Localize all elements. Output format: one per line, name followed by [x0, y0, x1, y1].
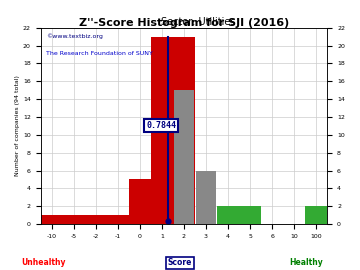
Text: Unhealthy: Unhealthy: [21, 258, 66, 267]
Bar: [63, 215, 85, 224]
Y-axis label: Number of companies (94 total): Number of companies (94 total): [15, 75, 20, 176]
Bar: [174, 90, 194, 224]
Bar: [305, 206, 327, 224]
Bar: [196, 171, 216, 224]
Bar: [217, 206, 239, 224]
Bar: [239, 206, 261, 224]
Text: Score: Score: [168, 258, 192, 267]
Text: Healthy: Healthy: [289, 258, 323, 267]
Title: Z''-Score Histogram for SJI (2016): Z''-Score Histogram for SJI (2016): [79, 18, 289, 28]
Bar: [129, 180, 151, 224]
Bar: [40, 215, 63, 224]
Bar: [151, 37, 173, 224]
Bar: [173, 37, 195, 224]
Bar: [107, 215, 129, 224]
Text: ©www.textbiz.org: ©www.textbiz.org: [46, 33, 103, 39]
Bar: [85, 215, 107, 224]
Text: Sector: Utilities: Sector: Utilities: [161, 17, 235, 27]
Text: 0.7844: 0.7844: [147, 122, 176, 130]
Text: The Research Foundation of SUNY: The Research Foundation of SUNY: [46, 51, 153, 56]
